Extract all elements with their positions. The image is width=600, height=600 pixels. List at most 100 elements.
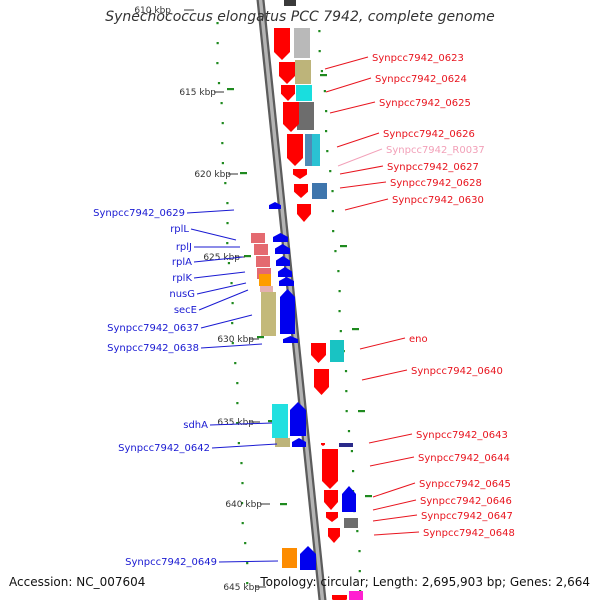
skew-dot [323, 90, 326, 93]
forward-gene-arrow [274, 28, 290, 60]
cog-box [296, 85, 312, 101]
skew-dot [331, 210, 334, 213]
gene-label-left: Synpcc7942_0642 [118, 443, 210, 454]
skew-dash [358, 410, 365, 413]
gene-label-right: Synpcc7942_0630 [392, 195, 484, 206]
gene-label-right: Synpcc7942_0648 [423, 528, 515, 539]
gene-label-right: Synpcc7942_0625 [379, 98, 471, 109]
cog-box [305, 134, 313, 166]
gene-label-right: Synpcc7942_0647 [421, 511, 513, 522]
cog-box [339, 443, 353, 447]
gene-label-right: Synpcc7942_0628 [390, 178, 482, 189]
gene-label-left: Synpcc7942_0638 [107, 343, 199, 354]
label-leader-line [190, 228, 237, 241]
reverse-gene-arrow [283, 336, 298, 343]
cog-box [260, 286, 273, 292]
gene-label-right: Synpcc7942_0645 [419, 479, 511, 490]
gene-label-right: Synpcc7942_R0037 [386, 145, 485, 156]
skew-dash [240, 172, 247, 175]
cog-box [297, 102, 314, 130]
label-leader-line [325, 77, 372, 93]
gene-label-left: rplL [170, 224, 189, 235]
forward-gene-arrow [293, 169, 307, 179]
reverse-gene-arrow [276, 256, 290, 266]
skew-dot [345, 390, 348, 393]
skew-dot [231, 342, 234, 345]
forward-gene-arrow [326, 512, 338, 522]
cog-box [349, 591, 363, 600]
reverse-gene-arrow [278, 267, 292, 277]
cog-color-track [251, 0, 363, 600]
skew-dot [338, 290, 341, 293]
scale-tick-label: 610 kbp [134, 6, 171, 16]
reverse-gene-arrow [300, 546, 316, 570]
gene-label-left: rplJ [176, 242, 192, 253]
skew-dash [352, 328, 359, 331]
skew-dot [217, 82, 221, 85]
skew-dot [324, 130, 328, 133]
reverse-gene-arrow [279, 277, 294, 286]
skew-dot [356, 530, 359, 533]
skew-dot [236, 402, 239, 405]
forward-gene-arrow [294, 184, 308, 198]
cog-box [312, 134, 320, 166]
skew-dot [236, 382, 239, 385]
skew-dot [230, 282, 233, 285]
reverse-gene-arrow [275, 244, 290, 254]
skew-dot [237, 442, 240, 445]
skew-dot [227, 262, 231, 265]
cog-box [257, 268, 271, 279]
forward-gene-arrow [287, 134, 303, 166]
skew-dot [244, 542, 247, 545]
gene-label-left: secE [174, 305, 197, 316]
gene-label-left: sdhA [183, 420, 208, 431]
skew-dash [244, 255, 251, 258]
skew-dot [236, 422, 239, 425]
skew-dash [340, 245, 347, 248]
accession-label: Accession: NC_007604 [9, 575, 146, 589]
gene-label-left: Synpcc7942_0629 [93, 208, 185, 219]
scale-tick-label: 620 kbp [194, 170, 231, 180]
skew-dash [280, 503, 287, 506]
gene-label-left: Synpcc7942_0637 [107, 323, 199, 334]
label-leader-line [344, 198, 389, 211]
scale-tick-label: 625 kbp [203, 253, 240, 263]
gene-label-left: Synpcc7942_0649 [125, 557, 217, 568]
forward-gene-arrow [314, 369, 329, 395]
skew-dot [246, 582, 249, 585]
skew-dot [220, 102, 223, 105]
cog-box [330, 340, 344, 362]
skew-dot [358, 550, 361, 553]
cog-box [251, 233, 265, 243]
genome-summary: Topology: circular; Length: 2,695,903 bp… [260, 575, 590, 589]
skew-dot [344, 370, 348, 373]
forward-gene-arrow [279, 62, 295, 84]
gene-label-right: Synpcc7942_0644 [418, 453, 510, 464]
label-leader-line [339, 181, 387, 189]
forward-gene-arrow [321, 443, 325, 446]
forward-gene-arrow [281, 85, 295, 101]
forward-gene-arrow [332, 595, 347, 600]
cog-box [294, 28, 310, 58]
label-leader-line [186, 209, 235, 214]
skew-dash [268, 420, 275, 423]
label-leader-line [324, 56, 369, 70]
skew-dot [240, 462, 243, 465]
reverse-gene-arrow [290, 402, 306, 436]
label-leader-line [193, 256, 244, 263]
skew-dot [226, 222, 229, 225]
skew-dot [221, 142, 224, 145]
cog-box [295, 60, 311, 84]
cog-box [282, 548, 297, 568]
gene-label-left: nusG [169, 289, 195, 300]
skew-dash [227, 88, 234, 91]
cog-box [316, 184, 326, 198]
gene-label-right: Synpcc7942_0623 [372, 53, 464, 64]
skew-dot [332, 230, 335, 233]
label-leader-line [336, 132, 380, 148]
skew-dash [320, 74, 327, 77]
forward-gene-arrow [322, 449, 338, 489]
skew-dot [226, 202, 229, 205]
cog-box [259, 274, 271, 286]
cog-box [261, 292, 276, 336]
